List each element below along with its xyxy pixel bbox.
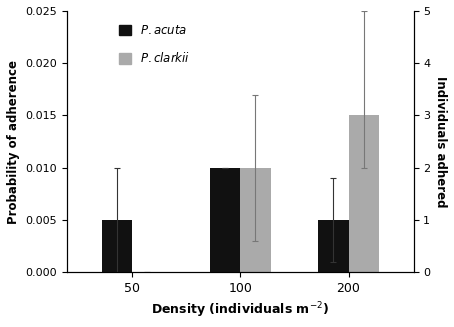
X-axis label: Density (individuals m$^{-2}$): Density (individuals m$^{-2}$) bbox=[151, 301, 329, 320]
Bar bbox=[240, 168, 271, 272]
Y-axis label: Probability of adherence: Probability of adherence bbox=[7, 60, 20, 224]
Y-axis label: Individuals adhered: Individuals adhered bbox=[434, 76, 447, 207]
Bar bbox=[318, 220, 349, 272]
Bar bbox=[349, 115, 379, 272]
Legend: $\it{P. acuta}$, $\it{P. clarkii}$: $\it{P. acuta}$, $\it{P. clarkii}$ bbox=[114, 20, 195, 70]
Bar bbox=[210, 168, 240, 272]
Bar bbox=[102, 220, 132, 272]
